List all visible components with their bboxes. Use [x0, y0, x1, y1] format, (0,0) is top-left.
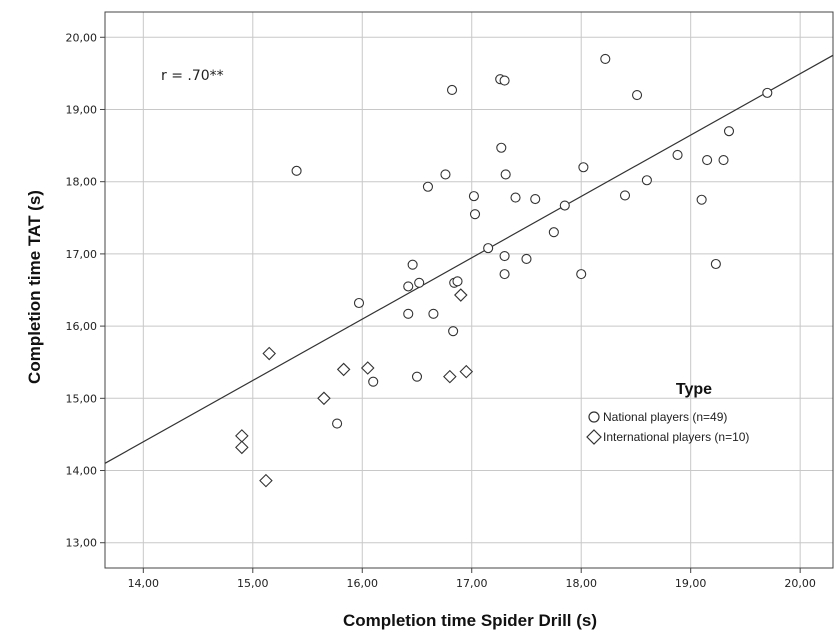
y-tick-label: 18,00: [66, 176, 98, 189]
y-tick-label: 14,00: [66, 465, 98, 478]
data-point-international: [235, 440, 249, 455]
data-points: [235, 53, 773, 488]
data-point-international: [443, 369, 457, 384]
data-point-national: [641, 175, 652, 186]
data-point-national: [696, 194, 707, 205]
legend-label-national: National players (n=49): [603, 410, 727, 424]
data-point-national: [422, 181, 433, 192]
y-tick-labels: 13,00 14,00 15,00 16,00 17,00 18,00 19,00 20,00: [66, 31, 105, 550]
y-tick-label: 16,00: [66, 320, 98, 333]
data-point-national: [500, 169, 511, 180]
data-point-national: [710, 258, 721, 270]
x-tick-labels: 14,00 15,00 16,00 17,00 18,00 19,00 20,00: [128, 568, 816, 590]
data-point-national: [672, 149, 683, 161]
data-point-international: [336, 362, 351, 377]
legend-marker-international: [586, 429, 602, 445]
grid-lines: [105, 12, 833, 568]
data-point-national: [702, 154, 713, 166]
data-point-national: [452, 276, 463, 287]
data-point-national: [403, 281, 414, 292]
data-point-international: [262, 346, 276, 361]
data-point-international: [454, 288, 468, 302]
data-point-national: [448, 326, 459, 337]
x-tick-label: 20,00: [784, 577, 816, 590]
data-point-national: [723, 126, 735, 137]
y-tick-label: 19,00: [66, 103, 98, 116]
data-point-national: [368, 376, 379, 387]
data-point-national: [559, 200, 570, 211]
data-point-national: [483, 243, 494, 254]
data-point-national: [446, 84, 458, 96]
y-tick-label: 13,00: [66, 537, 98, 550]
y-tick-label: 20,00: [66, 31, 98, 44]
data-point-national: [530, 193, 541, 205]
correlation-annotation: r = .70**: [161, 68, 224, 84]
data-point-national: [414, 277, 425, 288]
y-tick-label: 15,00: [66, 392, 98, 405]
data-point-national: [428, 308, 439, 319]
data-point-national: [521, 253, 532, 265]
y-tick-label: 17,00: [66, 248, 98, 261]
data-point-national: [291, 165, 302, 176]
data-point-national: [496, 142, 507, 153]
data-point-national: [407, 259, 418, 270]
data-point-national: [469, 209, 481, 220]
data-point-national: [332, 418, 343, 429]
data-point-national: [600, 53, 611, 64]
legend-title: Type: [676, 381, 712, 398]
data-point-international: [259, 473, 273, 488]
data-point-national: [510, 192, 521, 203]
x-tick-label: 18,00: [565, 577, 597, 590]
data-point-national: [440, 169, 451, 180]
data-point-national: [631, 89, 643, 101]
data-point-international: [360, 361, 375, 375]
plot-frame: [104, 11, 834, 569]
data-point-national: [499, 251, 510, 262]
data-point-national: [548, 227, 559, 238]
x-tick-label: 17,00: [456, 577, 488, 590]
x-tick-label: 14,00: [128, 577, 160, 590]
data-point-national: [499, 269, 510, 280]
data-point-national: [718, 154, 729, 166]
data-point-national: [578, 162, 589, 173]
data-point-national: [403, 308, 414, 319]
x-tick-label: 19,00: [675, 577, 707, 590]
data-point-national: [468, 191, 479, 202]
data-point-international: [317, 391, 331, 406]
legend: Type National players (n=49) Internation…: [586, 381, 749, 445]
y-axis-title: Completion time TAT (s): [25, 190, 44, 384]
data-point-national: [499, 75, 510, 86]
data-point-international: [235, 429, 249, 443]
data-point-national: [353, 297, 365, 309]
x-tick-label: 15,00: [237, 577, 269, 590]
x-tick-label: 16,00: [347, 577, 379, 590]
legend-label-international: International players (n=10): [603, 430, 749, 444]
data-point-national: [411, 371, 423, 382]
data-point-national: [762, 87, 773, 98]
data-point-national: [619, 190, 631, 201]
x-axis-title: Completion time Spider Drill (s): [343, 611, 597, 630]
data-point-national: [576, 269, 587, 280]
legend-marker-national: [588, 411, 600, 423]
data-point-international: [459, 364, 474, 379]
regression-line: [104, 54, 834, 464]
